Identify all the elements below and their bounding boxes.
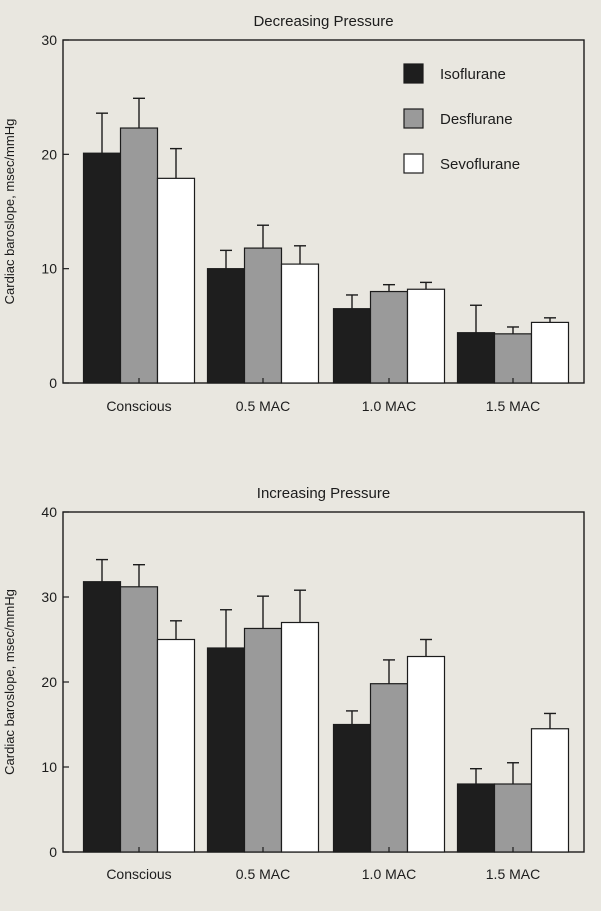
x-tick-label: 1.0 MAC bbox=[362, 398, 416, 414]
plot-frame bbox=[62, 39, 585, 384]
legend-label-isoflurane: Isoflurane bbox=[440, 66, 506, 83]
bar-sevoflurane bbox=[530, 728, 570, 853]
y-tick-label: 0 bbox=[49, 844, 57, 860]
bar-desflurane bbox=[369, 683, 409, 853]
bar-isoflurane bbox=[206, 647, 246, 853]
bar-sevoflurane bbox=[156, 177, 196, 384]
bar-isoflurane bbox=[332, 723, 372, 853]
x-tick-label: Conscious bbox=[106, 866, 171, 882]
chart-panel-2: Increasing Pressure Cardiac baroslope, ms… bbox=[2, 485, 585, 882]
y-tick-label: 0 bbox=[49, 375, 57, 391]
bar-desflurane bbox=[119, 127, 159, 384]
x-tick-label: 1.5 MAC bbox=[486, 866, 540, 882]
y-tick-label: 20 bbox=[41, 674, 57, 690]
y-axis-label: Cardiac baroslope, msec/mmHg bbox=[2, 589, 17, 775]
legend-swatch-isoflurane bbox=[403, 63, 424, 84]
legend-swatch-desflurane bbox=[403, 108, 424, 129]
chart-panel-1: Decreasing Pressure Cardiac baroslope, ms… bbox=[2, 13, 585, 414]
chart-title: Decreasing Pressure bbox=[253, 13, 393, 30]
bar-desflurane bbox=[493, 783, 533, 853]
bar-isoflurane bbox=[456, 332, 496, 384]
bar-isoflurane bbox=[206, 268, 246, 384]
bar-desflurane bbox=[243, 627, 283, 853]
y-axis-label: Cardiac baroslope, msec/mmHg bbox=[2, 119, 17, 305]
chart-title: Increasing Pressure bbox=[257, 485, 390, 502]
x-tick-label: 1.0 MAC bbox=[362, 866, 416, 882]
x-tick-label: 0.5 MAC bbox=[236, 398, 290, 414]
y-tick-label: 10 bbox=[41, 261, 57, 277]
x-tick-label: 0.5 MAC bbox=[236, 866, 290, 882]
bar-sevoflurane bbox=[406, 655, 446, 853]
bar-sevoflurane bbox=[280, 621, 320, 853]
bar-sevoflurane bbox=[406, 288, 446, 384]
legend-label-sevoflurane: Sevoflurane bbox=[440, 156, 520, 173]
legend-swatch-sevoflurane bbox=[403, 153, 424, 174]
bar-isoflurane bbox=[82, 581, 122, 853]
y-tick-label: 20 bbox=[41, 146, 57, 162]
bar-isoflurane bbox=[82, 152, 122, 384]
bar-isoflurane bbox=[456, 783, 496, 853]
y-tick-label: 30 bbox=[41, 32, 57, 48]
bar-isoflurane bbox=[332, 308, 372, 384]
y-tick-label: 30 bbox=[41, 589, 57, 605]
bar-sevoflurane bbox=[280, 263, 320, 384]
bar-desflurane bbox=[369, 290, 409, 384]
bar-desflurane bbox=[119, 586, 159, 853]
bar-sevoflurane bbox=[156, 638, 196, 853]
x-tick-label: Conscious bbox=[106, 398, 171, 414]
y-tick-label: 10 bbox=[41, 759, 57, 775]
bar-desflurane bbox=[493, 333, 533, 384]
bar-sevoflurane bbox=[530, 321, 570, 384]
y-tick-label: 40 bbox=[41, 504, 57, 520]
legend-label-desflurane: Desflurane bbox=[440, 111, 513, 128]
x-tick-label: 1.5 MAC bbox=[486, 398, 540, 414]
bar-desflurane bbox=[243, 247, 283, 384]
